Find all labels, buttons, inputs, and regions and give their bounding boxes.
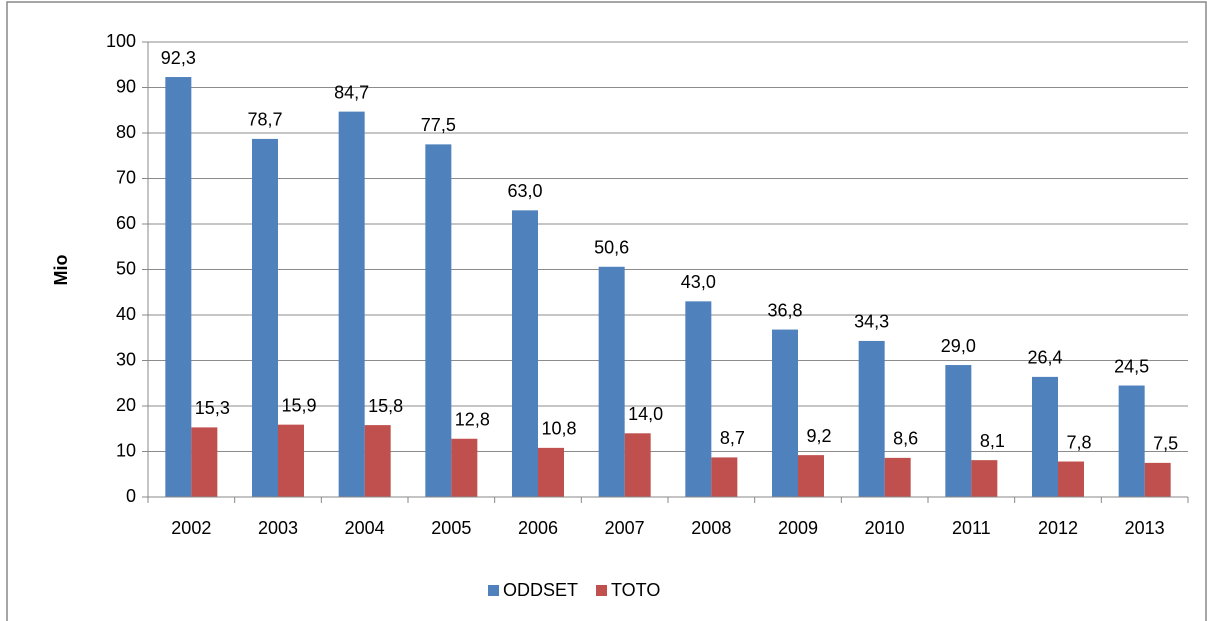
data-label: 7,8 bbox=[1066, 432, 1091, 452]
data-label: 43,0 bbox=[681, 272, 716, 292]
bar bbox=[338, 111, 365, 498]
y-tick-label: 80 bbox=[116, 122, 136, 142]
bar bbox=[425, 144, 452, 497]
data-label: 9,2 bbox=[806, 426, 831, 446]
legend-label: TOTO bbox=[611, 580, 660, 600]
legend-swatch bbox=[488, 585, 499, 596]
legend-swatch bbox=[596, 585, 608, 596]
legend-label: ODDSET bbox=[503, 580, 578, 600]
data-label: 78,7 bbox=[247, 110, 282, 130]
bar bbox=[711, 457, 738, 497]
data-label: 34,3 bbox=[854, 312, 889, 332]
bar bbox=[772, 329, 798, 497]
y-tick-label: 30 bbox=[116, 349, 136, 369]
data-label: 15,8 bbox=[368, 396, 403, 416]
data-label: 29,0 bbox=[941, 336, 976, 356]
x-tick-label: 2009 bbox=[778, 518, 818, 538]
data-label: 92,3 bbox=[161, 48, 196, 68]
data-label: 63,0 bbox=[507, 181, 542, 201]
x-tick-label: 2006 bbox=[518, 518, 558, 538]
data-label: 15,9 bbox=[281, 395, 316, 415]
y-tick-label: 50 bbox=[116, 258, 136, 278]
x-tick-label: 2013 bbox=[1125, 518, 1165, 538]
x-tick-label: 2005 bbox=[431, 518, 471, 538]
bar bbox=[364, 425, 391, 497]
data-label: 7,5 bbox=[1153, 434, 1178, 454]
bar bbox=[798, 455, 824, 497]
y-tick-label: 100 bbox=[106, 31, 136, 51]
x-tick-label: 2004 bbox=[345, 518, 385, 538]
y-tick-label: 20 bbox=[116, 395, 136, 415]
y-tick-label: 10 bbox=[116, 440, 136, 460]
data-label: 8,6 bbox=[893, 429, 918, 449]
y-tick-label: 90 bbox=[116, 76, 136, 96]
bar bbox=[512, 210, 538, 497]
bar bbox=[685, 301, 712, 497]
y-tick-label: 60 bbox=[116, 213, 136, 233]
x-tick-label: 2008 bbox=[691, 518, 731, 538]
data-label: 84,7 bbox=[334, 82, 369, 102]
x-tick-label: 2010 bbox=[865, 518, 905, 538]
bar bbox=[971, 460, 998, 497]
y-tick-label: 0 bbox=[126, 486, 136, 506]
bar bbox=[191, 427, 218, 497]
bar bbox=[252, 138, 278, 498]
chart-frame bbox=[6, 1, 1207, 621]
bar bbox=[1058, 461, 1084, 497]
bar bbox=[538, 447, 564, 497]
data-label: 77,5 bbox=[421, 115, 456, 135]
bar bbox=[451, 438, 478, 497]
bar bbox=[624, 433, 651, 497]
bar bbox=[945, 365, 972, 497]
x-tick-label: 2002 bbox=[171, 518, 211, 538]
bar bbox=[1032, 376, 1058, 497]
x-tick-label: 2012 bbox=[1038, 518, 1078, 538]
y-tick-label: 70 bbox=[116, 167, 136, 187]
data-label: 24,5 bbox=[1114, 356, 1149, 376]
bar bbox=[858, 340, 885, 497]
data-label: 8,7 bbox=[720, 428, 745, 448]
data-label: 14,0 bbox=[628, 404, 663, 424]
bar bbox=[278, 424, 304, 497]
y-tick-label: 40 bbox=[116, 304, 136, 324]
bar bbox=[165, 77, 192, 497]
x-tick-label: 2011 bbox=[952, 518, 991, 538]
data-label: 8,1 bbox=[980, 431, 1005, 451]
data-label: 50,6 bbox=[594, 238, 629, 258]
x-tick-label: 2003 bbox=[258, 518, 298, 538]
data-label: 15,3 bbox=[195, 398, 230, 418]
bar bbox=[884, 457, 911, 497]
bar bbox=[1118, 385, 1145, 497]
bar bbox=[1144, 462, 1171, 497]
x-tick-label: 2007 bbox=[605, 518, 645, 538]
data-label: 10,8 bbox=[541, 419, 576, 439]
data-label: 26,4 bbox=[1027, 348, 1062, 368]
data-label: 12,8 bbox=[455, 410, 490, 430]
data-label: 36,8 bbox=[767, 300, 802, 320]
bar bbox=[598, 266, 625, 497]
y-axis-label: Mio bbox=[51, 255, 71, 286]
